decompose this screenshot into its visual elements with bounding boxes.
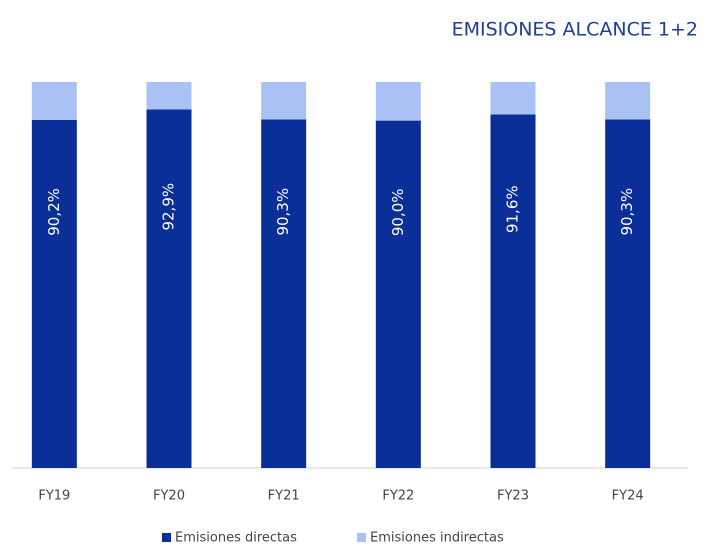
x-tick-label: FY20 — [153, 489, 185, 504]
value-label: 92,9% — [160, 183, 178, 231]
bar-segment — [31, 82, 77, 120]
x-tick-label: FY23 — [497, 489, 529, 504]
bar-segment — [146, 82, 192, 110]
bar-segment — [375, 120, 421, 468]
legend-label: Emisiones indirectas — [370, 531, 504, 546]
bar-segment — [490, 82, 536, 115]
value-label: 91,6% — [504, 185, 522, 233]
bar-segment — [605, 82, 651, 120]
chart-title: EMISIONES ALCANCE 1+2 — [452, 19, 698, 41]
value-label: 90,3% — [618, 188, 636, 236]
x-tick-label: FY24 — [612, 489, 644, 504]
bar-segment — [261, 119, 307, 468]
bar-segment — [31, 119, 77, 468]
x-tick-label: FY21 — [268, 489, 300, 504]
bar-segment — [605, 119, 651, 468]
x-tick-label: FY22 — [382, 489, 414, 504]
bar-segment — [375, 82, 421, 121]
bar-segment — [146, 109, 192, 468]
bar-segment — [261, 82, 307, 120]
value-label: 90,3% — [274, 188, 292, 236]
bar-segment — [490, 114, 536, 468]
legend-label: Emisiones directas — [175, 531, 297, 546]
legend-swatch — [357, 533, 366, 542]
value-label: 90,0% — [389, 188, 407, 236]
legend-swatch — [162, 533, 171, 542]
value-label: 90,2% — [45, 188, 63, 236]
x-tick-label: FY19 — [38, 489, 70, 504]
